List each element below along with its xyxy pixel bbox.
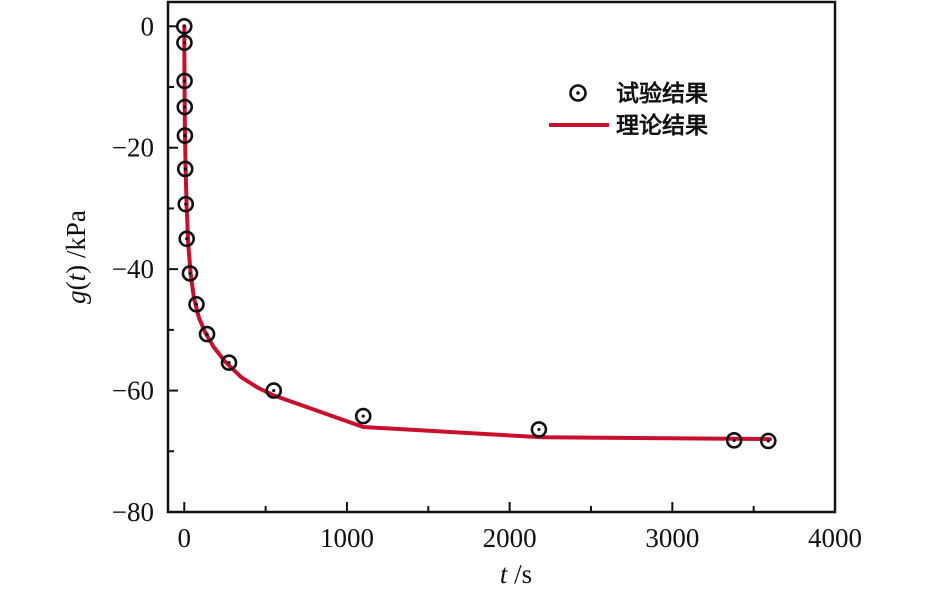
experimental-point (176, 98, 194, 116)
legend-label-theoretical: 理论结果 (616, 112, 708, 139)
y-tick-label: −80 (112, 497, 154, 527)
y-axis-ticks: 0 −20 −40 −60 −80 (112, 11, 178, 527)
experimental-point (176, 160, 194, 178)
experimental-point (354, 407, 372, 425)
y-tick-label: −60 (112, 376, 154, 406)
plot-frame (166, 0, 837, 514)
x-tick-label: 1000 (320, 523, 374, 553)
experimental-point (178, 230, 196, 248)
experimental-point (176, 34, 193, 51)
series-layer (175, 17, 777, 450)
x-tick-label: 4000 (808, 523, 862, 553)
experimental-point (530, 421, 548, 438)
experimental-point (175, 17, 193, 35)
experimental-point (759, 432, 777, 450)
experimental-point (181, 265, 199, 282)
y-axis-title: g(t) /kPa (61, 210, 91, 304)
experimental-point (176, 127, 194, 144)
x-tick-label: 3000 (645, 523, 699, 553)
experimental-point (176, 72, 193, 90)
legend: 试验结果 理论结果 (549, 80, 708, 139)
x-tick-label: 2000 (483, 523, 537, 553)
legend-label-experimental: 试验结果 (616, 80, 708, 107)
x-axis-ticks: 0 1000 2000 3000 4000 (178, 502, 862, 553)
y-tick-label: −20 (112, 133, 154, 163)
experimental-point (177, 195, 195, 213)
experimental-point (198, 325, 216, 343)
experimental-point (725, 432, 743, 449)
x-axis-title: t /s (500, 559, 532, 589)
y-tick-label: −40 (112, 254, 154, 284)
legend-marker-experimental (569, 84, 587, 102)
experimental-point (220, 354, 238, 371)
y-tick-label: 0 (141, 11, 155, 41)
experimental-point (265, 382, 283, 399)
experimental-point (188, 296, 205, 313)
x-tick-label: 0 (178, 523, 192, 553)
